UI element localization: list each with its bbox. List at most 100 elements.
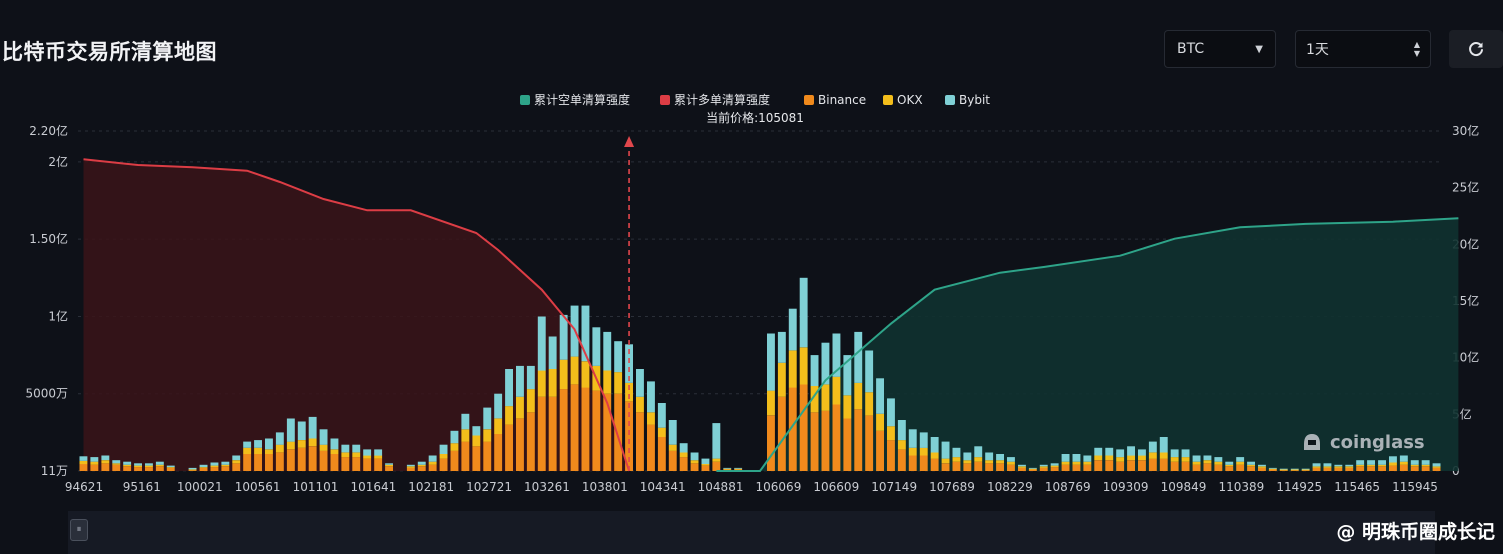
bar-okx xyxy=(1148,452,1157,459)
bar-okx xyxy=(647,412,655,425)
coinglass-watermark: coinglass xyxy=(1300,430,1425,454)
bar-okx xyxy=(1312,466,1321,468)
bar-okx xyxy=(1301,469,1310,471)
bar-binance xyxy=(505,424,513,471)
bar-binance xyxy=(1181,461,1190,471)
bar-okx xyxy=(701,464,710,466)
bar-binance xyxy=(1247,466,1255,471)
bar-binance xyxy=(1279,470,1288,471)
bar-binance xyxy=(1127,460,1135,471)
bar-bybit xyxy=(385,463,393,465)
bar-bybit xyxy=(548,336,557,369)
bar-binance xyxy=(1138,460,1146,471)
bar-okx xyxy=(832,376,841,405)
bar-bybit xyxy=(1094,447,1103,456)
bar-bybit xyxy=(712,423,721,459)
bar-bybit xyxy=(581,305,590,362)
bar-bybit xyxy=(1050,463,1059,466)
bar-okx xyxy=(308,438,317,447)
bar-binance xyxy=(1214,464,1223,471)
bar-okx xyxy=(526,389,535,413)
bar-binance xyxy=(254,454,262,471)
legend-label: 累计多单清算强度 xyxy=(674,92,770,107)
x-tick-label: 103801 xyxy=(582,480,628,494)
x-tick-label: 108769 xyxy=(1045,480,1091,494)
bar-bybit xyxy=(516,365,524,397)
refresh-button[interactable] xyxy=(1449,30,1503,68)
bar-okx xyxy=(123,464,132,467)
bar-bybit xyxy=(1116,449,1125,458)
bar-bybit xyxy=(363,449,372,456)
bar-okx xyxy=(319,444,328,451)
bar-okx xyxy=(461,429,470,442)
bar-okx xyxy=(876,413,884,431)
bar-okx xyxy=(90,461,99,465)
bar-okx xyxy=(1367,464,1375,467)
bar-okx xyxy=(1410,464,1419,467)
bar-binance xyxy=(832,404,841,471)
bar-binance xyxy=(996,463,1004,471)
symbol-select[interactable]: BTC ▼ xyxy=(1164,30,1276,68)
bar-bybit xyxy=(134,463,142,466)
bar-okx xyxy=(603,370,612,394)
bar-binance xyxy=(625,401,633,471)
bar-bybit xyxy=(406,464,415,467)
interval-select[interactable]: 1天 ▲ ▼ xyxy=(1295,30,1431,68)
bar-binance xyxy=(657,437,666,471)
x-tick-label: 100561 xyxy=(235,480,281,494)
x-tick-label: 106609 xyxy=(813,480,859,494)
x-tick-label: 101641 xyxy=(350,480,396,494)
y-left-tick-label: 2.20亿 xyxy=(29,123,68,138)
bar-okx xyxy=(1432,466,1441,468)
zoom-handle[interactable]: ⏸ xyxy=(70,519,88,541)
zoom-scrollbar[interactable] xyxy=(68,511,1435,554)
bar-binance xyxy=(406,467,415,471)
bar-bybit xyxy=(308,416,317,439)
legend-swatch xyxy=(660,95,670,105)
bar-bybit xyxy=(275,432,284,445)
bar-bybit xyxy=(974,446,983,458)
legend-swatch xyxy=(520,95,530,105)
bar-okx xyxy=(767,390,775,416)
bar-bybit xyxy=(1290,468,1299,470)
bar-binance xyxy=(799,384,808,471)
bar-okx xyxy=(428,461,437,465)
bar-okx xyxy=(1378,464,1386,467)
bar-okx xyxy=(963,460,972,464)
bar-okx xyxy=(243,447,252,454)
bar-binance xyxy=(919,455,928,471)
bar-okx xyxy=(221,464,230,467)
bar-binance xyxy=(1061,464,1070,471)
bar-okx xyxy=(614,372,623,394)
bar-okx xyxy=(101,460,110,464)
bar-okx xyxy=(1039,466,1048,468)
legend-label: 累计空单清算强度 xyxy=(534,92,630,107)
bar-bybit xyxy=(1061,454,1070,462)
bar-binance xyxy=(1301,470,1310,471)
legend-label: Bybit xyxy=(959,93,990,107)
y-left-tick-label: 2亿 xyxy=(48,154,68,169)
bar-binance xyxy=(166,467,175,471)
bar-okx xyxy=(887,426,895,441)
bar-okx xyxy=(1214,461,1223,465)
bar-binance xyxy=(155,466,164,471)
bar-bybit xyxy=(788,308,797,351)
y-right-tick-label: 15亿 xyxy=(1452,293,1479,308)
bar-okx xyxy=(1247,464,1255,467)
bar-okx xyxy=(908,447,917,456)
legend-swatch xyxy=(883,95,893,105)
bar-bybit xyxy=(90,457,99,462)
bar-bybit xyxy=(832,333,841,377)
x-tick-label: 107689 xyxy=(929,480,975,494)
bar-okx xyxy=(406,466,415,468)
bar-bybit xyxy=(297,421,306,440)
bar-bybit xyxy=(876,378,884,414)
x-tick-label: 101101 xyxy=(293,480,339,494)
y-left-tick-label: 5000万 xyxy=(25,387,68,401)
bar-bybit xyxy=(930,437,939,453)
bar-binance xyxy=(1421,466,1430,471)
bar-binance xyxy=(865,415,874,471)
bar-bybit xyxy=(1258,464,1266,467)
bar-bybit xyxy=(1105,447,1114,456)
bar-okx xyxy=(974,457,983,462)
